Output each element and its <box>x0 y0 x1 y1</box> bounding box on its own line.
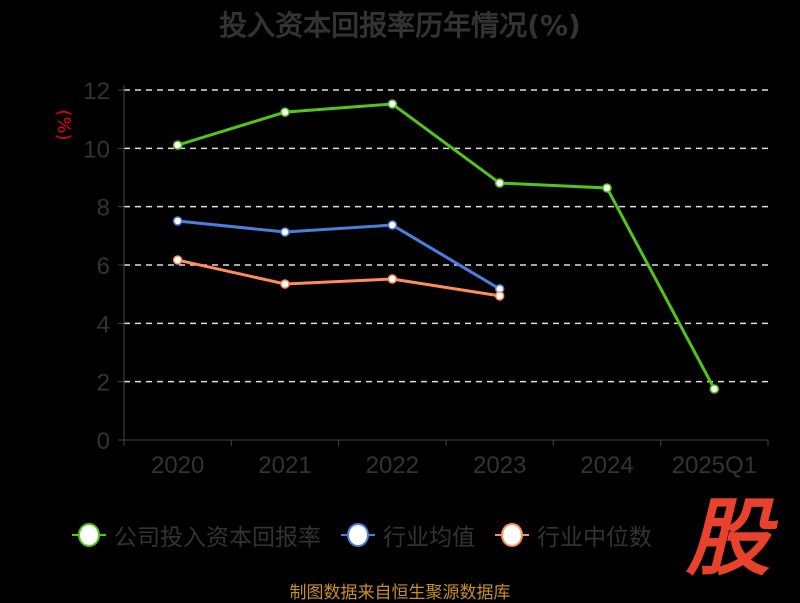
series-line <box>177 258 500 298</box>
data-point <box>172 255 183 265</box>
x-tick-label: 2020 <box>151 452 204 479</box>
series-line <box>177 102 716 390</box>
data-point <box>172 140 183 150</box>
y-tick-label: 10 <box>83 136 110 163</box>
legend-label: 公司投入资本回报率 <box>114 525 321 551</box>
chart-title: 投入资本回报率历年情况(%) <box>219 9 581 42</box>
legend: 公司投入资本回报率 行业均值 行业中位数 <box>72 518 672 552</box>
x-tick-label: 2024 <box>580 452 633 479</box>
data-point <box>280 227 290 237</box>
x-tick-label: 2025Q1 <box>672 452 757 479</box>
data-point <box>387 220 398 230</box>
x-tick-label: 2022 <box>366 452 419 479</box>
y-tick-label: 2 <box>97 370 110 397</box>
legend-label: 行业均值 <box>383 525 475 551</box>
legend-marker-icon <box>341 523 375 547</box>
series-line <box>177 219 501 291</box>
data-point <box>172 216 183 226</box>
data-point <box>494 291 505 301</box>
legend-marker-icon <box>495 523 529 547</box>
data-point <box>387 274 398 284</box>
data-point <box>709 384 720 394</box>
data-point <box>602 183 612 193</box>
legend-item-industry-median[interactable]: 行业中位数 <box>495 518 652 552</box>
x-tick-label: 2021 <box>258 452 311 479</box>
y-tick-label: 4 <box>97 311 110 338</box>
x-tick-label: 2023 <box>473 452 526 479</box>
data-point <box>280 107 290 117</box>
y-tick-label: 12 <box>83 78 110 105</box>
data-point <box>280 279 290 289</box>
y-tick-label: 0 <box>97 428 110 455</box>
y-tick-label: 8 <box>97 195 110 222</box>
legend-marker-icon <box>72 523 106 547</box>
watermark-logo: 股 <box>686 489 771 587</box>
legend-label: 行业中位数 <box>537 525 652 551</box>
y-tick-label: 6 <box>97 253 110 280</box>
y-axis-label: (%) <box>53 109 74 140</box>
data-point <box>494 178 505 188</box>
legend-item-industry-mean[interactable]: 行业均值 <box>341 518 475 552</box>
source-note: 制图数据来自恒生聚源数据库 <box>289 583 511 603</box>
legend-item-company[interactable]: 公司投入资本回报率 <box>72 518 321 552</box>
data-point <box>387 99 398 109</box>
